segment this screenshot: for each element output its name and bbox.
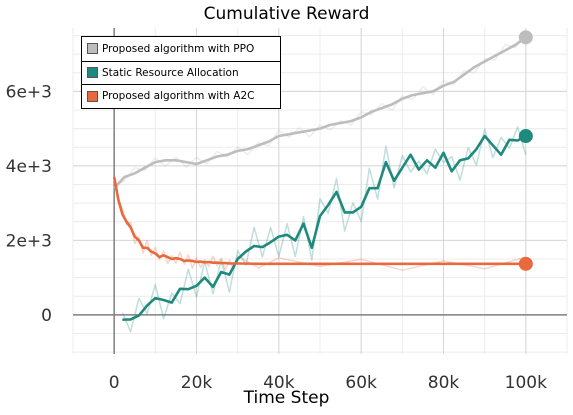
x-tick-label: 20k <box>181 373 213 393</box>
y-tick-label: 2e+3 <box>6 231 52 251</box>
legend-item-a2c: Proposed algorithm with A2C <box>82 84 280 108</box>
x-tick-label: 80k <box>428 373 460 393</box>
series-end-marker-2 <box>518 256 533 271</box>
legend-label-ppo: Proposed algorithm with PPO <box>102 42 255 55</box>
legend-item-static: Static Resource Allocation <box>82 60 280 85</box>
series-end-marker-0 <box>518 30 533 45</box>
series-line-0 <box>113 36 527 190</box>
series-end-marker-1 <box>518 129 533 144</box>
series-line-1 <box>122 134 527 321</box>
y-tick-label: 6e+3 <box>6 82 52 102</box>
legend-label-a2c: Proposed algorithm with A2C <box>102 90 255 103</box>
legend-label-static: Static Resource Allocation <box>102 66 239 79</box>
legend-swatch-static <box>87 67 98 79</box>
series-raw-line-1 <box>121 126 527 333</box>
y-tick-label: 4e+3 <box>6 157 52 177</box>
chart-title: Cumulative Reward <box>203 4 370 24</box>
y-tick-label: 0 <box>41 306 52 326</box>
x-axis-label: Time Step <box>243 388 330 408</box>
legend-swatch-ppo <box>87 43 98 55</box>
legend-item-ppo: Proposed algorithm with PPO <box>82 37 280 61</box>
chart-legend: Proposed algorithm with PPO Static Resou… <box>81 36 281 109</box>
legend-swatch-a2c <box>87 90 98 102</box>
x-tick-label: 100k <box>505 373 547 393</box>
x-tick-label: 0 <box>109 373 120 393</box>
x-tick-label: 60k <box>345 373 377 393</box>
series-line-2 <box>112 176 526 266</box>
x-tick-label: 40k <box>263 373 295 393</box>
